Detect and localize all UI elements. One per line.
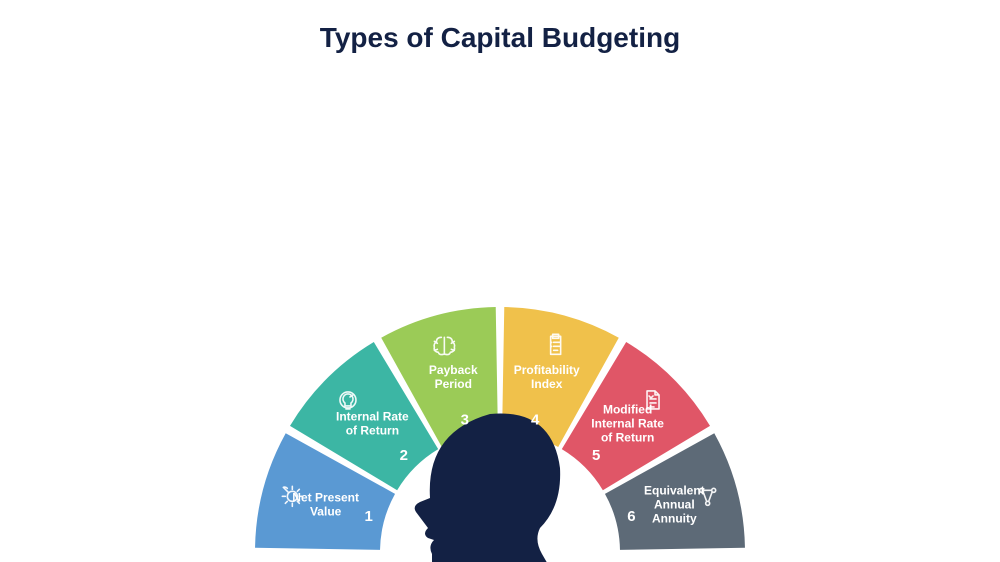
segment-number-3: 3 <box>461 412 469 429</box>
segment-label-6-line1: Equivalent <box>644 483 705 497</box>
segment-label-5-line2: Internal Rate <box>591 417 664 431</box>
segment-number-2: 2 <box>400 447 408 464</box>
capital-budgeting-diagram: Net PresentValue1Internal Rateof Return2… <box>200 82 800 562</box>
segment-label-2-line1: Internal Rate <box>336 410 409 424</box>
segment-number-6: 6 <box>627 508 635 525</box>
segment-label-6-line3: Annuity <box>652 511 697 525</box>
segment-label-5-line3: of Return <box>601 431 654 445</box>
segment-label-2-line2: of Return <box>346 424 399 438</box>
title-text: Types of Capital Budgeting <box>320 22 680 53</box>
segment-label-3-line1: Payback <box>429 363 478 377</box>
segment-label-6-line2: Annual <box>654 497 695 511</box>
segment-number-4: 4 <box>531 412 540 429</box>
segment-label-1-line1: Net Present <box>292 490 359 504</box>
segment-number-1: 1 <box>364 508 372 525</box>
segment-label-4-line1: Profitability <box>514 363 580 377</box>
segment-label-1-line2: Value <box>310 504 342 518</box>
segment-label-5-line1: Modified <box>603 403 652 417</box>
page-title: Types of Capital Budgeting <box>0 22 1000 54</box>
segment-label-3-line2: Period <box>435 377 472 391</box>
segment-number-5: 5 <box>592 447 600 464</box>
segment-label-4-line2: Index <box>531 377 563 391</box>
